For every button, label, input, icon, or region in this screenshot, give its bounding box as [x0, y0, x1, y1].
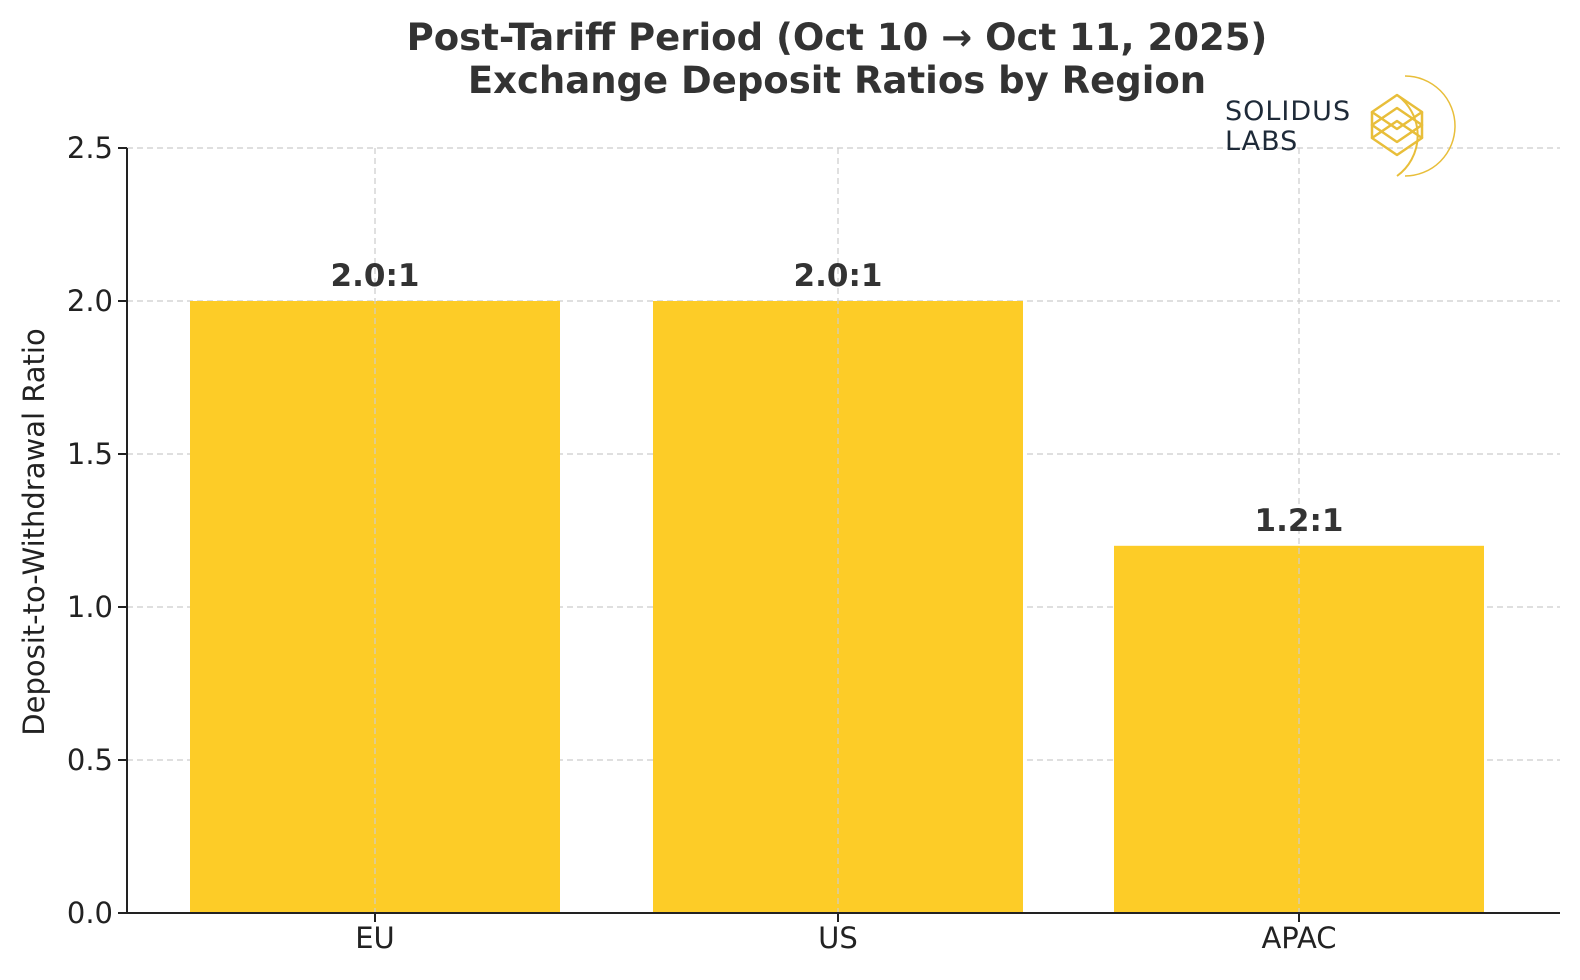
chart-title-line1: Post-Tariff Period (Oct 10 → Oct 11, 202… [407, 16, 1268, 59]
y-tick-label: 1.0 [67, 590, 113, 624]
logo-text-line1: SOLIDUS [1225, 96, 1351, 127]
x-tick-label: APAC [1261, 921, 1336, 955]
logo-text-line2: LABS [1225, 126, 1298, 157]
y-tick-label: 2.5 [67, 131, 113, 165]
x-tick-label: EU [355, 921, 395, 955]
y-tick-label: 1.5 [67, 437, 113, 471]
y-tick-label: 0.0 [67, 896, 113, 930]
logo-mark-icon [1370, 75, 1456, 177]
x-tick-label: US [818, 921, 858, 955]
y-axis-label: Deposit-to-Withdrawal Ratio [17, 328, 51, 735]
y-ticks: 0.0 0.5 1.0 1.5 2.0 2.5 [67, 131, 127, 930]
y-tick-label: 2.0 [67, 284, 113, 318]
chart-title-line2: Exchange Deposit Ratios by Region [468, 59, 1206, 102]
data-label: 1.2:1 [1255, 503, 1344, 539]
bars [190, 301, 1484, 913]
x-grid-lines [374, 148, 1300, 913]
x-ticks: EU US APAC [355, 913, 1337, 955]
logo: SOLIDUS LABS [1225, 75, 1456, 177]
data-label: 2.0:1 [331, 258, 420, 294]
y-tick-label: 0.5 [67, 743, 113, 777]
data-labels: 2.0:1 2.0:1 1.2:1 [331, 258, 1344, 539]
data-label: 2.0:1 [794, 258, 883, 294]
